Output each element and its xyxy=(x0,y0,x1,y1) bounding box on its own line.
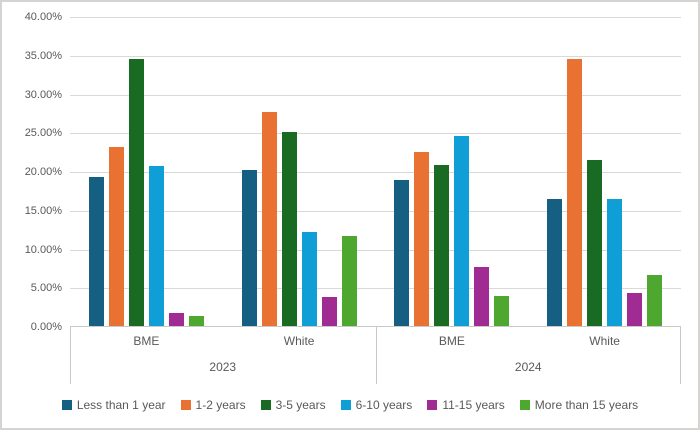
legend-swatch xyxy=(180,400,191,410)
y-tick-label: 10.00% xyxy=(24,243,62,256)
y-tick-label: 35.00% xyxy=(24,49,62,62)
bar-3-5-years xyxy=(587,160,603,326)
bar-1-2-years xyxy=(414,151,430,326)
y-tick-label: 20.00% xyxy=(24,166,62,178)
x-axis-labels: BME White BME White 2023 2024 xyxy=(70,327,681,384)
y-tick-label: 5.00% xyxy=(30,282,62,295)
y-tick-label: 25.00% xyxy=(24,127,62,140)
bar-more-than-15-years xyxy=(494,295,510,326)
gridline xyxy=(70,172,681,173)
legend-label: 3-5 years xyxy=(275,398,326,412)
gridline xyxy=(70,17,681,18)
legend: Less than 1 year 1-2 years 3-5 years 6-10 y… xyxy=(2,398,698,412)
y-tick-label: 40.00% xyxy=(24,11,62,23)
bar-6-10-years xyxy=(454,136,470,326)
legend-label: 1-2 years xyxy=(195,398,246,412)
bar-cluster-white-1 xyxy=(223,17,376,326)
bar-1-2-years xyxy=(567,59,583,326)
bar-cluster-bme-2 xyxy=(376,17,529,326)
bar-3-5-years xyxy=(128,58,144,326)
bar-more-than-15-years xyxy=(188,315,204,326)
bar-11-15-years xyxy=(168,312,184,326)
legend-swatch xyxy=(340,400,351,410)
bar-1-2-years xyxy=(261,112,277,326)
legend-label: More than 15 years xyxy=(534,398,639,412)
gridline xyxy=(70,55,681,57)
axis-divider xyxy=(70,327,71,384)
legend-item-11-15-years: 11-15 years xyxy=(427,398,505,412)
gridline xyxy=(70,94,681,96)
bar-cluster-bme-0 xyxy=(70,17,223,326)
category-label-bme-0: BME xyxy=(133,334,160,348)
bar-6-10-years xyxy=(148,166,164,326)
legend-item-less-than-1-year: Less than 1 year xyxy=(61,398,166,412)
bar-less-than-1-year xyxy=(547,198,563,326)
gridline xyxy=(70,249,681,251)
bar-6-10-years xyxy=(607,198,623,326)
legend-label: 6-10 years xyxy=(355,398,413,412)
category-label-white-3: White xyxy=(589,334,620,348)
category-label-white-1: White xyxy=(283,334,315,348)
bar-6-10-years xyxy=(301,232,317,326)
bar-cluster-white-3 xyxy=(528,17,681,326)
bar-more-than-15-years xyxy=(341,236,357,326)
legend-item-3-5-years: 3-5 years xyxy=(260,398,326,412)
plot-area xyxy=(70,17,681,327)
legend-label: Less than 1 year xyxy=(76,398,166,412)
y-tick-label: 15.00% xyxy=(24,204,62,217)
legend-label: 11-15 years xyxy=(442,398,505,412)
category-label-bme-2: BME xyxy=(438,334,465,348)
group-label-2024: 2024 xyxy=(514,360,542,374)
bar-less-than-1-year xyxy=(241,170,257,326)
y-tick-label: 0.00% xyxy=(30,321,62,333)
bar-1-2-years xyxy=(108,146,124,326)
legend-swatch xyxy=(519,400,530,410)
legend-swatch xyxy=(61,400,72,410)
bar-11-15-years xyxy=(321,297,337,326)
gridline xyxy=(70,133,681,135)
legend-item-1-2-years: 1-2 years xyxy=(180,398,246,412)
y-tick-label: 30.00% xyxy=(24,88,62,101)
bar-11-15-years xyxy=(627,293,643,326)
gridline xyxy=(70,210,681,212)
bar-3-5-years xyxy=(281,132,297,326)
y-axis-tick-labels: 40.00% 35.00% 30.00% 25.00% 20.00% 15.00% 10.0… xyxy=(2,11,62,333)
legend-swatch xyxy=(427,400,438,410)
axis-divider xyxy=(680,327,681,384)
group-label-2023: 2023 xyxy=(209,360,237,374)
bar-less-than-1-year xyxy=(394,179,410,326)
legend-swatch xyxy=(260,400,271,410)
bar-more-than-15-years xyxy=(647,274,663,326)
bar-11-15-years xyxy=(474,267,490,326)
bar-3-5-years xyxy=(434,164,450,326)
bar-less-than-1-year xyxy=(88,177,104,326)
gridline xyxy=(70,288,681,290)
legend-item-6-10-years: 6-10 years xyxy=(340,398,413,412)
legend-item-more-than-15-years: More than 15 years xyxy=(519,398,639,412)
axis-divider xyxy=(375,327,377,384)
